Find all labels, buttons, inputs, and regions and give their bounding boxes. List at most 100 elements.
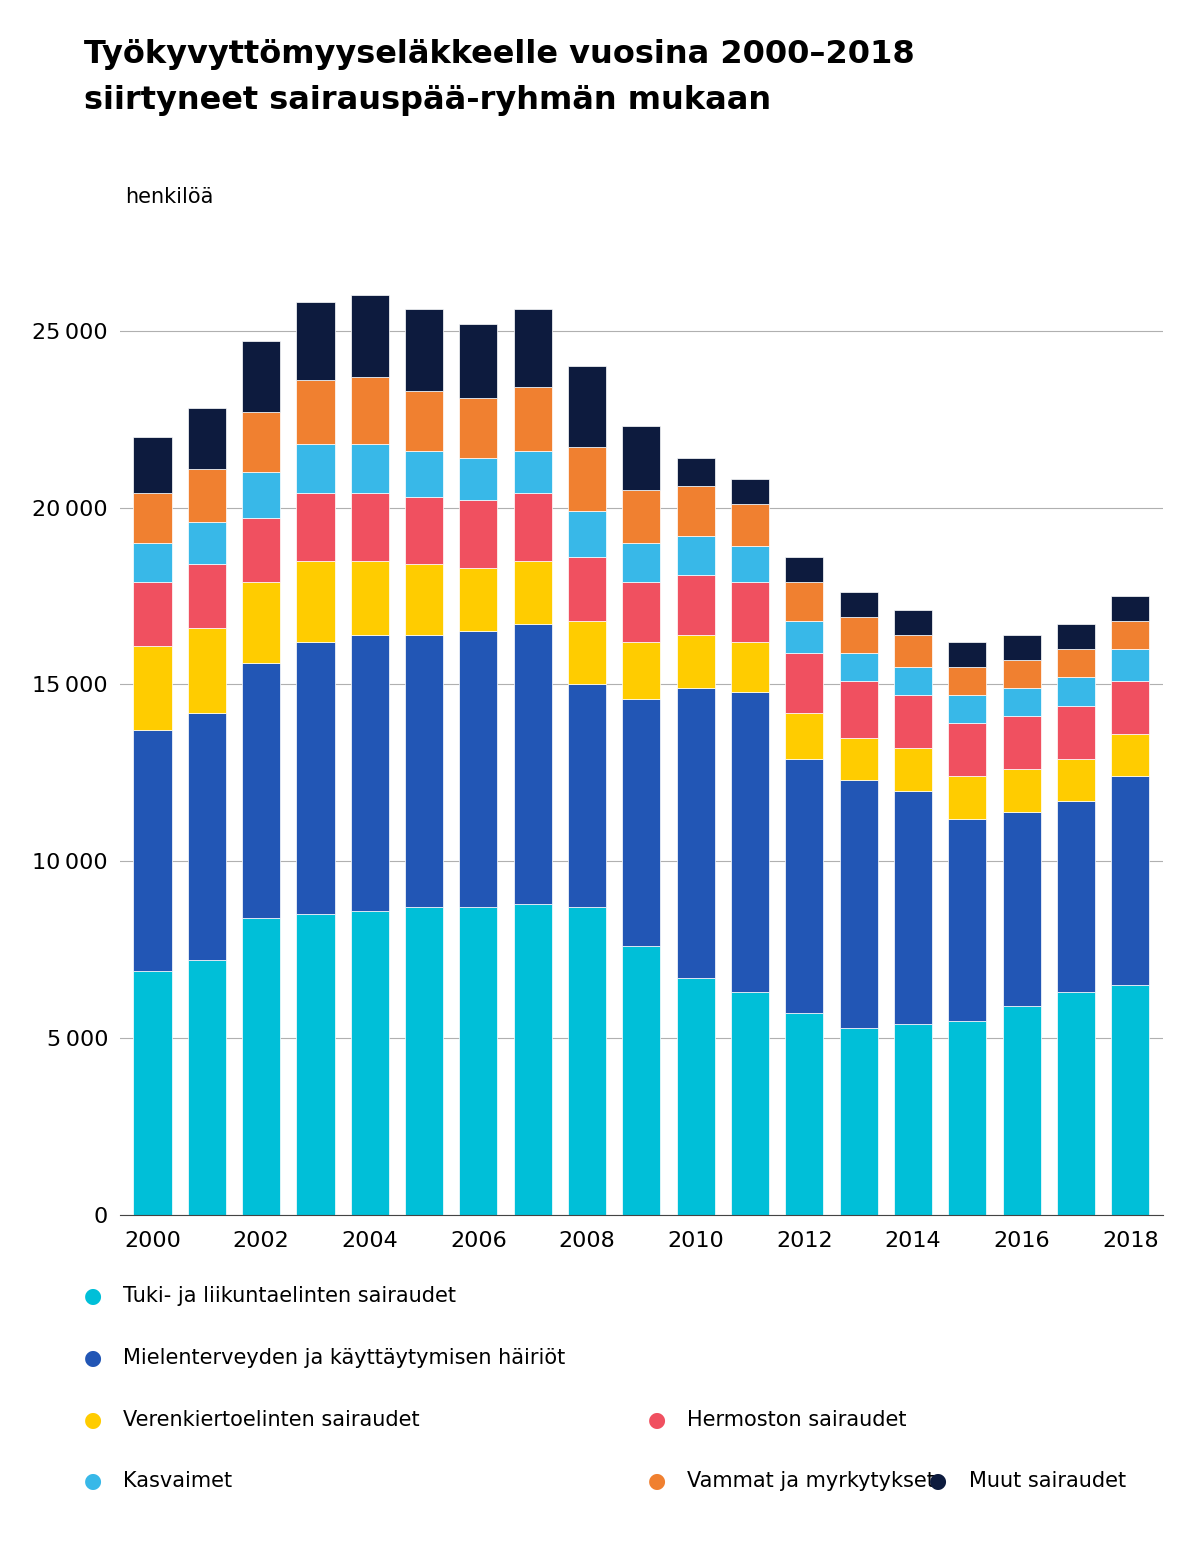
Bar — [731, 505, 769, 546]
Text: ●: ● — [84, 1286, 102, 1305]
Bar — [622, 489, 661, 543]
Bar — [188, 712, 225, 960]
Bar — [351, 296, 388, 376]
Bar — [351, 560, 388, 635]
Bar — [514, 624, 552, 904]
Bar — [514, 904, 552, 1215]
Bar — [351, 376, 388, 444]
Text: Muut sairaudet: Muut sairaudet — [969, 1472, 1126, 1491]
Text: Tuki- ja liikuntaelinten sairaudet: Tuki- ja liikuntaelinten sairaudet — [123, 1286, 457, 1305]
Text: Vammat ja myrkytykset: Vammat ja myrkytykset — [687, 1472, 935, 1491]
Bar — [622, 946, 661, 1215]
Bar — [351, 910, 388, 1215]
Bar — [1002, 635, 1041, 659]
Bar — [839, 593, 878, 618]
Bar — [1002, 717, 1041, 769]
Bar — [785, 653, 824, 712]
Bar — [242, 582, 281, 663]
Bar — [1111, 734, 1150, 777]
Bar — [1111, 649, 1150, 681]
Bar — [133, 437, 171, 494]
Bar — [948, 1020, 987, 1215]
Bar — [568, 365, 607, 447]
Bar — [188, 563, 225, 628]
Bar — [133, 646, 171, 731]
Bar — [731, 992, 769, 1215]
Bar — [296, 915, 335, 1215]
Bar — [568, 447, 607, 511]
Bar — [242, 472, 281, 519]
Bar — [514, 310, 552, 387]
Bar — [1111, 596, 1150, 621]
Text: Työkyvyttömyyseläkkeelle vuosina 2000–2018: Työkyvyttömyyseläkkeelle vuosina 2000–20… — [84, 39, 915, 70]
Bar — [188, 960, 225, 1215]
Bar — [133, 971, 171, 1215]
Bar — [568, 511, 607, 557]
Bar — [405, 635, 444, 907]
Bar — [894, 635, 932, 667]
Bar — [894, 791, 932, 1025]
Bar — [622, 642, 661, 698]
Bar — [405, 310, 444, 390]
Bar — [839, 618, 878, 653]
Bar — [676, 574, 715, 635]
Bar — [188, 628, 225, 712]
Bar — [459, 324, 498, 398]
Bar — [133, 494, 171, 543]
Bar — [785, 1014, 824, 1215]
Bar — [296, 494, 335, 560]
Bar — [948, 723, 987, 777]
Bar — [405, 390, 444, 450]
Bar — [622, 543, 661, 582]
Bar — [1058, 649, 1095, 678]
Bar — [731, 642, 769, 692]
Bar — [242, 519, 281, 582]
Bar — [1002, 659, 1041, 687]
Bar — [1058, 992, 1095, 1215]
Bar — [188, 522, 225, 563]
Bar — [676, 635, 715, 687]
Bar — [242, 341, 281, 412]
Text: Hermoston sairaudet: Hermoston sairaudet — [687, 1410, 906, 1429]
Bar — [731, 546, 769, 582]
Bar — [622, 582, 661, 642]
Bar — [1058, 802, 1095, 992]
Text: ●: ● — [84, 1348, 102, 1367]
Bar — [351, 635, 388, 910]
Text: siirtyneet sairauspää­ryhmän mukaan: siirtyneet sairauspää­ryhmän mukaan — [84, 85, 771, 116]
Bar — [1058, 706, 1095, 759]
Bar — [459, 398, 498, 458]
Bar — [242, 918, 281, 1215]
Bar — [1111, 681, 1150, 734]
Bar — [1002, 769, 1041, 811]
Bar — [676, 486, 715, 536]
Bar — [894, 1025, 932, 1215]
Bar — [948, 642, 987, 667]
Bar — [405, 497, 444, 563]
Bar — [568, 557, 607, 621]
Bar — [133, 731, 171, 971]
Bar — [839, 737, 878, 780]
Bar — [839, 1028, 878, 1215]
Bar — [785, 582, 824, 621]
Bar — [839, 780, 878, 1028]
Bar — [459, 568, 498, 632]
Bar — [514, 494, 552, 560]
Text: henkilöä: henkilöä — [126, 187, 213, 207]
Bar — [351, 444, 388, 494]
Bar — [785, 712, 824, 759]
Bar — [676, 536, 715, 574]
Bar — [514, 450, 552, 494]
Text: Mielenterveyden ja käyttäytymisen häiriöt: Mielenterveyden ja käyttäytymisen häiriö… — [123, 1348, 566, 1367]
Bar — [948, 777, 987, 819]
Bar — [242, 663, 281, 918]
Bar — [785, 759, 824, 1014]
Bar — [839, 653, 878, 681]
Bar — [894, 695, 932, 748]
Bar — [1111, 777, 1150, 985]
Bar — [894, 667, 932, 695]
Text: ●: ● — [84, 1472, 102, 1491]
Bar — [676, 687, 715, 978]
Bar — [785, 557, 824, 582]
Bar — [188, 409, 225, 469]
